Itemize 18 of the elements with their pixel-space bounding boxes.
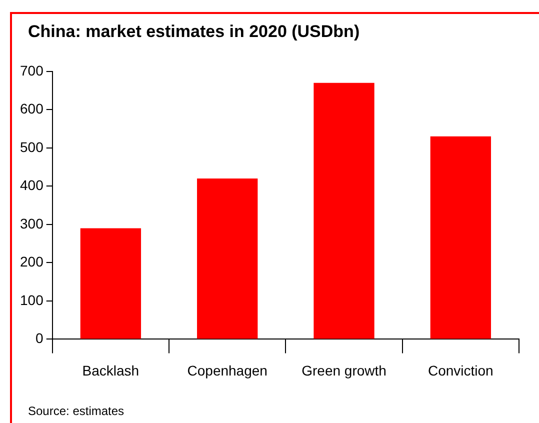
y-tick-label: 500	[20, 138, 44, 155]
y-tick-label: 600	[20, 100, 44, 117]
x-tick-label: Backlash	[82, 362, 140, 378]
y-tick-label: 300	[20, 215, 44, 232]
x-tick-label: Green growth	[302, 362, 386, 378]
y-tick-label: 400	[20, 177, 44, 194]
y-tick-label: 0	[36, 330, 44, 346]
x-tick-label: Copenhagen	[187, 362, 268, 378]
y-tick-label: 200	[20, 254, 44, 270]
bar	[314, 82, 374, 339]
bar	[197, 178, 258, 339]
source-note: Source: estimates	[28, 404, 124, 418]
bar	[80, 228, 142, 339]
y-tick-label: 700	[20, 62, 44, 78]
chart-title: China: market estimates in 2020 (USDbn)	[28, 22, 360, 42]
bar	[430, 136, 491, 339]
y-tick-label: 100	[20, 292, 44, 308]
x-tick-label: Conviction	[428, 362, 494, 378]
